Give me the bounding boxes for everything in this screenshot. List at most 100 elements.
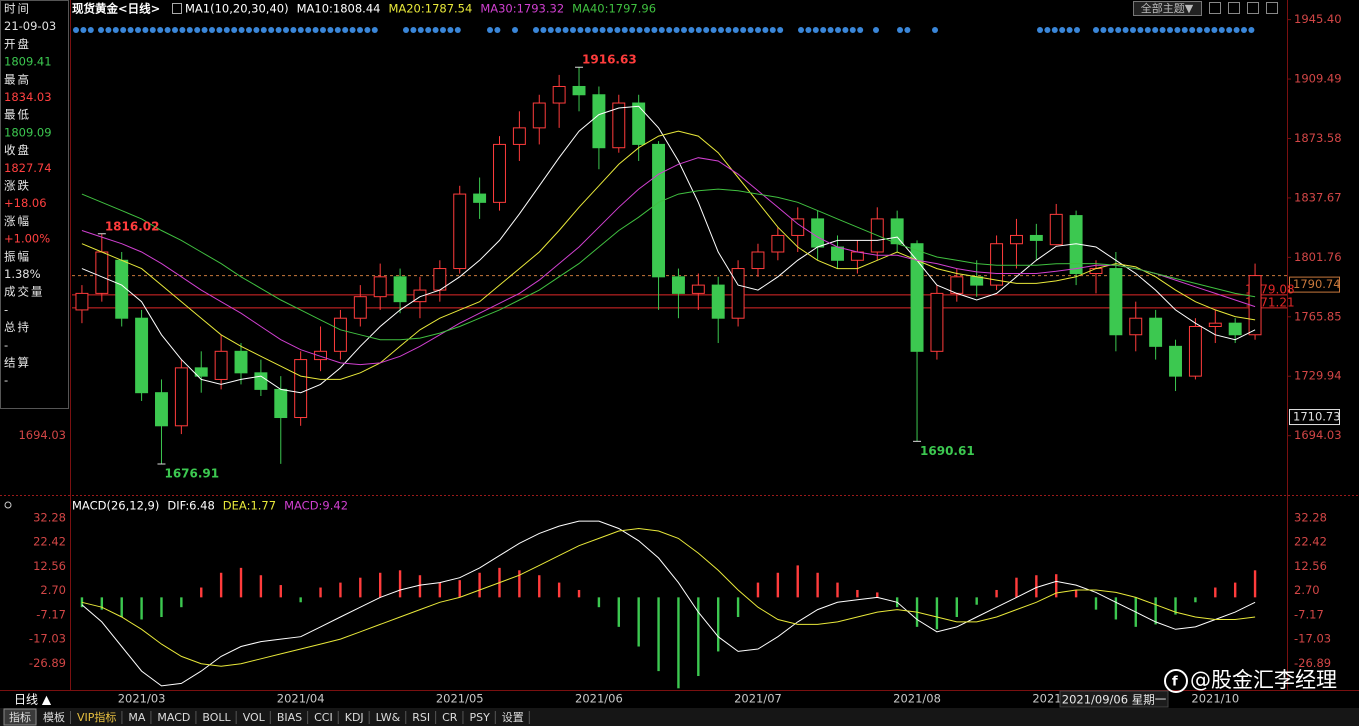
event-dot <box>827 27 834 33</box>
extreme-label: 1916.63 <box>582 53 637 67</box>
event-dot <box>80 27 87 33</box>
level-label: 1790.74 <box>1293 277 1341 291</box>
y-tick-label: -17.03 <box>29 632 66 646</box>
event-dot <box>73 27 79 33</box>
event-dot <box>812 27 819 33</box>
tab[interactable]: LW& <box>376 711 401 724</box>
event-dot <box>1233 27 1240 33</box>
macd-bar <box>120 597 123 618</box>
tab[interactable]: CCI <box>314 711 333 724</box>
event-dot <box>231 27 238 33</box>
macd-bar <box>836 582 839 598</box>
macd-bar <box>1154 597 1157 625</box>
window-icon[interactable] <box>1247 2 1259 14</box>
macd-bar <box>200 587 203 598</box>
candle-body <box>970 276 984 286</box>
event-dot <box>932 27 938 33</box>
event-dot <box>1181 27 1188 33</box>
candle-body <box>234 350 248 374</box>
event-dot <box>740 27 747 33</box>
info-value: 1834.03 <box>4 90 52 104</box>
macd-bar <box>160 597 163 618</box>
event-dot <box>454 27 461 33</box>
event-dot <box>636 27 643 33</box>
event-dot <box>1174 27 1181 33</box>
y-tick-label: 1837.67 <box>1294 190 1342 204</box>
window-icon[interactable] <box>1209 2 1221 14</box>
event-dot <box>1051 27 1058 33</box>
panel-handle[interactable] <box>4 501 12 509</box>
tab[interactable]: MACD <box>157 711 190 724</box>
candle-body <box>512 127 526 145</box>
macd-bar <box>935 597 939 630</box>
tab[interactable]: 设置 <box>502 711 524 724</box>
theme-button[interactable]: 全部主题▼ <box>1141 1 1194 15</box>
event-dot <box>417 27 424 33</box>
tab[interactable]: KDJ <box>345 711 364 724</box>
macd-bar <box>339 582 342 598</box>
indicator-name: MA1(10,20,30,40) <box>185 2 289 16</box>
event-dot <box>629 27 636 33</box>
event-dot <box>1189 27 1196 33</box>
candle-body <box>890 218 904 245</box>
macd-bar <box>259 575 263 598</box>
event-dot <box>334 27 341 33</box>
event-dot <box>440 27 446 33</box>
event-dot <box>555 27 562 33</box>
tab[interactable]: CR <box>442 711 458 724</box>
window-icon[interactable] <box>1266 2 1278 14</box>
x-tick-label: 2021/06 <box>575 692 623 706</box>
event-dot <box>533 27 539 33</box>
event-dot <box>194 27 201 33</box>
macd-bar <box>398 570 402 598</box>
event-dot <box>681 27 687 33</box>
candle-body <box>1149 317 1163 347</box>
macd-bar <box>100 597 104 610</box>
tab[interactable]: RSI <box>412 711 430 724</box>
candle-body <box>532 102 546 129</box>
x-tick-label: 2021/07 <box>734 692 782 706</box>
macd-bar <box>438 582 442 598</box>
macd-bar <box>856 589 859 598</box>
event-dot <box>849 27 856 33</box>
candle-body <box>552 85 566 104</box>
info-value: - <box>4 302 8 316</box>
tab[interactable]: 指标 <box>9 710 31 724</box>
event-dot <box>305 27 312 33</box>
event-dot <box>157 27 164 33</box>
event-dot <box>327 27 334 33</box>
tab[interactable]: VIP指标 <box>77 710 116 724</box>
event-dot <box>120 27 127 33</box>
event-dot <box>1152 27 1159 33</box>
event-dot <box>127 27 134 33</box>
x-tick-label: 2021/05 <box>436 692 484 706</box>
tab[interactable]: PSY <box>469 711 490 724</box>
event-dot <box>87 27 94 33</box>
event-dot <box>297 27 304 33</box>
y-tick-label: 22.42 <box>1294 535 1327 549</box>
macd-bar <box>458 580 461 598</box>
event-dot <box>873 27 879 33</box>
tab[interactable]: VOL <box>243 711 266 724</box>
event-dot <box>562 27 569 33</box>
candle-body <box>572 85 586 96</box>
candle-body <box>731 268 745 319</box>
timeframe[interactable]: 日线 ▲ <box>14 693 52 707</box>
event-dot <box>762 27 769 33</box>
theme-button-frame[interactable] <box>1133 1 1202 16</box>
tab[interactable]: MA <box>128 711 145 724</box>
info-value: 1.38% <box>4 267 41 281</box>
event-dot <box>1248 27 1255 33</box>
tab[interactable]: BOLL <box>202 711 231 724</box>
watermark-logo <box>1164 669 1188 693</box>
chart-title: MACD(26,12,9) <box>72 499 159 513</box>
tab[interactable]: 模板 <box>43 710 65 724</box>
macd-bar <box>239 567 243 598</box>
event-dot <box>135 27 141 33</box>
event-dot <box>1167 27 1173 33</box>
window-icon[interactable] <box>1228 2 1240 14</box>
macd-bar <box>319 587 322 598</box>
event-dot <box>842 27 849 33</box>
indicator-icon[interactable] <box>172 3 182 14</box>
tab[interactable]: BIAS <box>277 711 302 724</box>
